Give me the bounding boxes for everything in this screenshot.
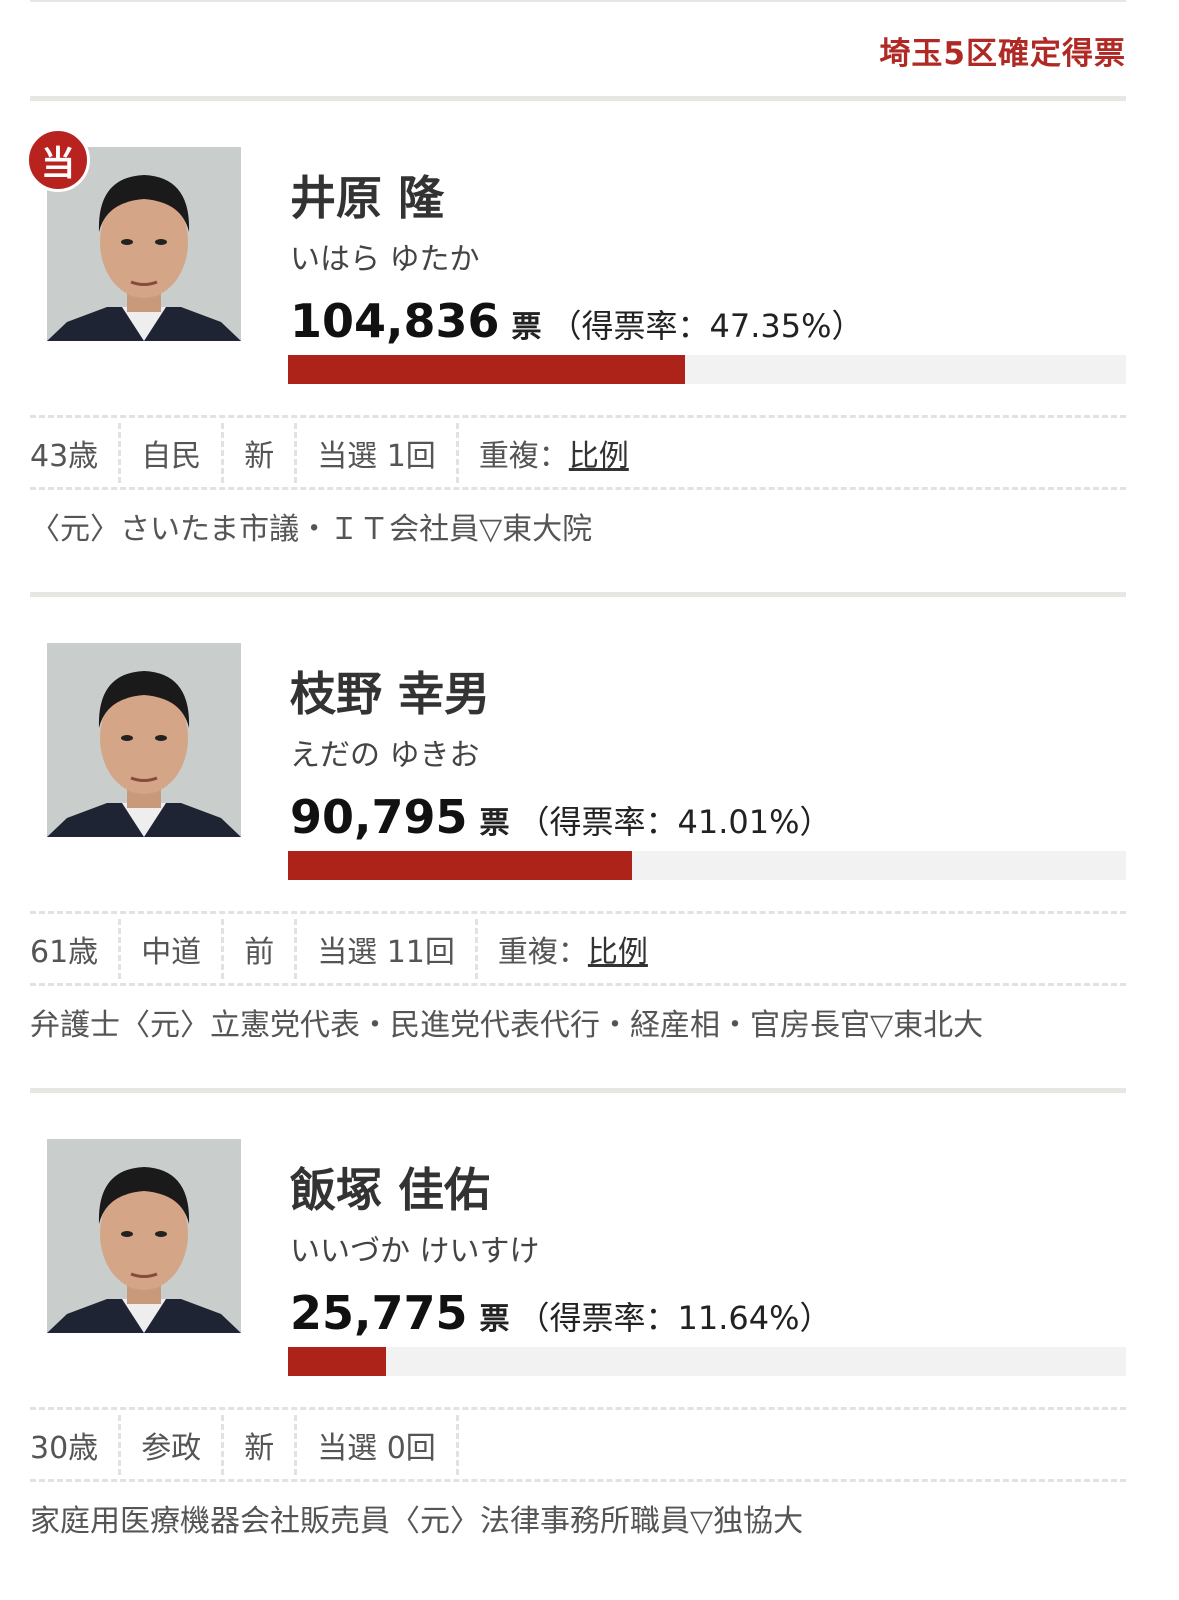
dual-candidacy-label: 重複： bbox=[497, 934, 588, 970]
candidate-name: 枝野 幸男 bbox=[290, 667, 491, 721]
vote-count: 25,775 票（得票率：11.64%） bbox=[290, 1286, 832, 1340]
age: 43歳 bbox=[30, 422, 122, 483]
dual-candidacy: 重複： 比例 bbox=[459, 423, 649, 483]
dual-candidacy: 重複： 比例 bbox=[478, 919, 668, 979]
vote-share-fill bbox=[288, 355, 685, 384]
times-elected: 当選 0回 bbox=[297, 1414, 459, 1475]
candidate-info-row: 30歳 参政 新 当選 0回 bbox=[30, 1407, 1126, 1482]
candidate-bio: 〈元〉さいたま市議・ＩＴ会社員▽東大院 bbox=[30, 512, 593, 547]
vote-count: 104,836 票（得票率：47.35%） bbox=[290, 294, 864, 348]
vote-number: 90,795 bbox=[290, 790, 468, 844]
vote-unit: 票 bbox=[479, 806, 510, 841]
vote-count: 90,795 票（得票率：41.01%） bbox=[290, 790, 832, 844]
candidate-info-row: 61歳 中道 前 当選 11回 重複： 比例 bbox=[30, 911, 1126, 986]
age: 61歳 bbox=[30, 918, 122, 979]
vote-share-fill bbox=[288, 851, 632, 880]
page-title: 埼玉5区確定得票 bbox=[879, 36, 1126, 72]
incumbency-status: 新 bbox=[224, 422, 298, 483]
incumbency-status: 前 bbox=[224, 918, 298, 979]
candidate-photo bbox=[47, 147, 241, 341]
candidate-bio: 家庭用医療機器会社販売員〈元〉法律事務所職員▽独協大 bbox=[30, 1504, 804, 1539]
candidate-kana: えだの ゆきお bbox=[290, 738, 480, 773]
age: 30歳 bbox=[30, 1414, 122, 1475]
section-divider bbox=[30, 96, 1126, 101]
vote-share-fill bbox=[288, 1347, 386, 1376]
section-divider bbox=[30, 592, 1126, 597]
candidate-photo bbox=[47, 1139, 241, 1333]
proportional-link[interactable]: 比例 bbox=[568, 438, 629, 474]
times-elected: 当選 11回 bbox=[297, 918, 478, 979]
candidate-photo bbox=[47, 643, 241, 837]
candidate-card: 枝野 幸男 えだの ゆきお 90,795 票（得票率：41.01%） 61歳 中道… bbox=[30, 592, 1126, 1088]
section-divider bbox=[30, 1088, 1126, 1093]
top-divider bbox=[30, 0, 1126, 2]
dual-candidacy-label: 重複： bbox=[478, 438, 569, 474]
vote-rate: （得票率：11.64%） bbox=[517, 1299, 832, 1337]
vote-share-bar bbox=[288, 355, 1126, 384]
vote-share-bar bbox=[288, 1347, 1126, 1376]
candidate-name: 飯塚 佳佑 bbox=[290, 1163, 491, 1217]
elected-badge: 当 bbox=[26, 128, 90, 192]
proportional-link[interactable]: 比例 bbox=[587, 934, 648, 970]
vote-unit: 票 bbox=[479, 1302, 510, 1337]
party: 中道 bbox=[121, 918, 225, 979]
candidate-info-row: 43歳 自民 新 当選 1回 重複： 比例 bbox=[30, 415, 1126, 490]
empty-cell bbox=[459, 1415, 499, 1475]
vote-number: 104,836 bbox=[290, 294, 500, 348]
party: 参政 bbox=[121, 1414, 225, 1475]
times-elected: 当選 1回 bbox=[297, 422, 459, 483]
candidate-name: 井原 隆 bbox=[290, 171, 445, 225]
candidate-kana: いいづか けいすけ bbox=[290, 1234, 540, 1269]
vote-share-bar bbox=[288, 851, 1126, 880]
candidate-bio: 弁護士〈元〉立憲党代表・民進党代表代行・経産相・官房長官▽東北大 bbox=[30, 1008, 984, 1043]
vote-rate: （得票率：41.01%） bbox=[517, 803, 832, 841]
candidate-card: 飯塚 佳佑 いいづか けいすけ 25,775 票（得票率：11.64%） 30歳 … bbox=[30, 1088, 1126, 1584]
incumbency-status: 新 bbox=[224, 1414, 298, 1475]
vote-number: 25,775 bbox=[290, 1286, 468, 1340]
candidate-card: 当 井原 隆 いはら ゆたか 104,836 票（得票率：47.35%） 43歳 … bbox=[26, 96, 1126, 592]
candidate-kana: いはら ゆたか bbox=[290, 242, 480, 277]
vote-rate: （得票率：47.35%） bbox=[549, 307, 864, 345]
party: 自民 bbox=[121, 422, 225, 483]
vote-unit: 票 bbox=[511, 310, 542, 345]
